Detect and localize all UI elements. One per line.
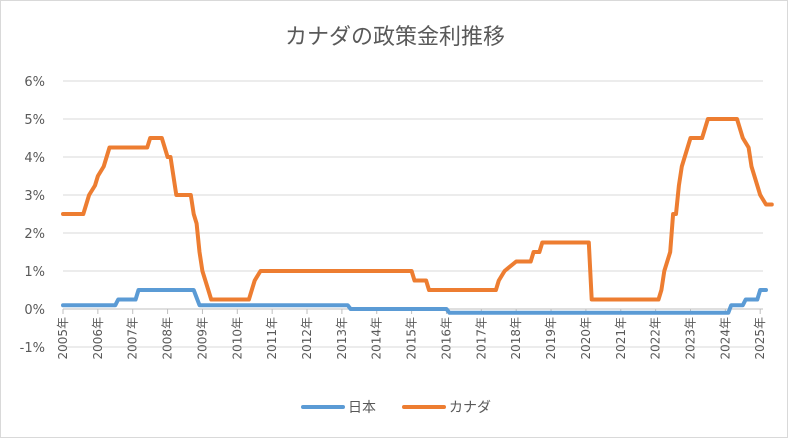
y-tick-label: 2% xyxy=(24,227,45,242)
x-tick-label: 2020年 xyxy=(579,317,593,360)
y-tick-labels: -1% 0% 1% 2% 3% 4% 5% 6% xyxy=(20,75,45,356)
x-tick-label: 2016年 xyxy=(439,317,453,360)
x-tick-labels: 2005年 2006年 2007年 2008年 2009年 2010年 2011年 2012年… xyxy=(56,309,767,360)
legend-label: 日本 xyxy=(348,400,376,416)
legend: 日本 カナダ xyxy=(301,400,491,416)
y-tick-label: 4% xyxy=(24,151,45,166)
legend-label: カナダ xyxy=(449,400,491,416)
x-tick-label: 2010年 xyxy=(230,317,244,360)
x-tick-label: 2023年 xyxy=(683,317,697,360)
y-tick-label: 0% xyxy=(24,303,45,318)
y-tick-label: 5% xyxy=(24,113,45,128)
x-tick-label: 2017年 xyxy=(474,317,488,360)
series-line xyxy=(61,288,768,315)
series-line xyxy=(61,117,774,302)
y-tick-label: -1% xyxy=(20,341,45,356)
series-lines xyxy=(61,117,774,315)
x-tick-label: 2011年 xyxy=(265,317,279,360)
y-tick-label: 3% xyxy=(24,189,45,204)
x-tick-label: 2024年 xyxy=(718,317,732,360)
x-tick-label: 2013年 xyxy=(335,317,349,360)
y-tick-label: 1% xyxy=(24,265,45,280)
x-tick-label: 2009年 xyxy=(195,317,209,360)
x-tick-label: 2005年 xyxy=(56,317,70,360)
x-tick-label: 2019年 xyxy=(544,317,558,360)
x-tick-label: 2007年 xyxy=(126,317,140,360)
x-tick-label: 2015年 xyxy=(405,317,419,360)
chart-title: カナダの政策金利推移 xyxy=(284,25,505,50)
y-tick-label: 6% xyxy=(24,75,45,90)
x-tick-label: 2014年 xyxy=(370,317,384,360)
x-tick-label: 2021年 xyxy=(614,317,628,360)
x-tick-label: 2008年 xyxy=(161,317,175,360)
x-tick-label: 2006年 xyxy=(91,317,105,360)
x-tick-label: 2012年 xyxy=(300,317,314,360)
x-tick-label: 2018年 xyxy=(509,317,523,360)
x-tick-label: 2022年 xyxy=(649,317,663,360)
x-tick-label: 2025年 xyxy=(753,317,767,360)
